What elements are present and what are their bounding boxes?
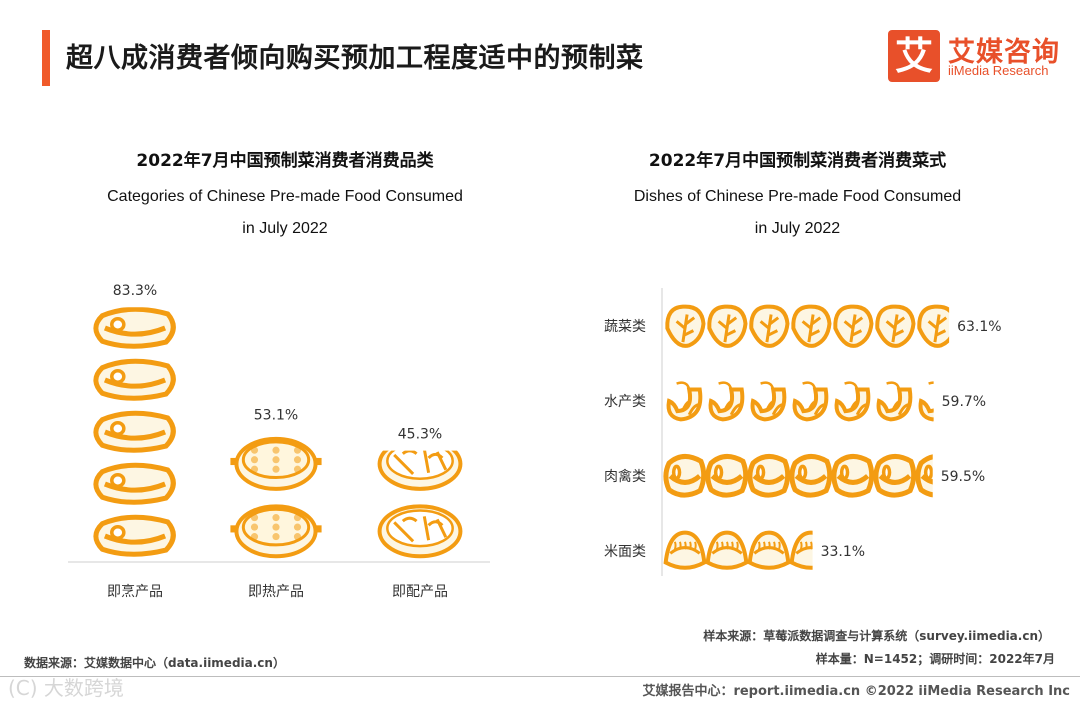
left-bar-0 [93, 307, 176, 557]
logo-text-en: iiMedia Research [948, 63, 1049, 78]
right-category-label-2: 肉禽类 [604, 468, 646, 485]
left-chart-title-en: Categories of Chinese Pre-made Food Cons… [60, 181, 510, 245]
right-bar-0-icon-6 [917, 304, 950, 348]
right-bar-2-icon-0 [663, 453, 707, 498]
left-chart-title-en-line2: in July 2022 [242, 220, 328, 237]
left-bar-1 [230, 436, 322, 559]
left-bar-2-icon-0 [377, 504, 463, 559]
right-category-label-1: 水产类 [604, 394, 646, 410]
right-bar-3-icon-2 [747, 530, 791, 570]
right-chart-title: 2022年7月中国预制菜消费者消费菜式 Dishes of Chinese Pr… [570, 146, 1025, 245]
left-bar-1-icon-0 [230, 504, 322, 559]
right-bar-1 [666, 381, 934, 422]
left-chart-title-en-line1: Categories of Chinese Pre-made Food Cons… [107, 188, 463, 205]
left-value-label-2: 45.3% [398, 427, 442, 443]
left-bar-1-icon-1 [230, 436, 322, 491]
right-bar-0-icon-5 [875, 304, 916, 348]
left-category-label-1: 即热产品 [248, 584, 304, 600]
data-source-note: 数据来源：艾媒数据中心（data.iimedia.cn） [24, 656, 285, 670]
right-bar-0 [665, 304, 950, 348]
title-accent-bar [42, 30, 50, 86]
right-bar-1-icon-4 [834, 381, 871, 422]
left-chart-title: 2022年7月中国预制菜消费者消费品类 Categories of Chines… [60, 146, 510, 245]
left-value-label-1: 53.1% [254, 407, 298, 423]
right-bar-3-icon-1 [705, 530, 749, 570]
right-bar-2-icon-2 [747, 453, 791, 498]
left-bar-0-icon-2 [93, 410, 176, 453]
right-category-label-3: 米面类 [604, 544, 646, 560]
watermark: (C) 大数跨境 [8, 676, 124, 700]
left-category-label-2: 即配产品 [392, 584, 448, 600]
right-bar-2 [663, 453, 933, 498]
right-value-label-3: 33.1% [821, 544, 865, 560]
right-value-label-2: 59.5% [941, 469, 985, 485]
page-title: 超八成消费者倾向购买预加工程度适中的预制菜 [66, 43, 644, 74]
right-bar-0-icon-4 [833, 304, 874, 348]
right-bar-0-icon-3 [791, 304, 832, 348]
right-chart-title-en: Dishes of Chinese Pre-made Food Consumed… [570, 181, 1025, 245]
right-bar-2-icon-6 [915, 454, 933, 498]
footer-report-center: 艾媒报告中心：report.iimedia.cn ©2022 iiMedia R… [642, 684, 1070, 699]
footer-divider [0, 676, 1080, 677]
logo-glyph: 艾 [894, 34, 933, 78]
right-bar-2-icon-3 [789, 453, 833, 498]
right-bar-2-icon-5 [873, 453, 917, 498]
left-bar-0-icon-0 [93, 514, 176, 557]
left-bar-0-icon-3 [93, 358, 176, 401]
left-category-label-0: 即烹产品 [107, 583, 163, 600]
right-bar-1-icon-5 [876, 381, 913, 422]
right-category-label-0: 蔬菜类 [604, 319, 646, 335]
right-bar-1-icon-6 [918, 381, 934, 422]
right-bar-0-icon-0 [665, 304, 706, 348]
logo-text-cn: 艾媒咨询 [948, 37, 1060, 68]
right-bar-0-icon-2 [749, 304, 790, 348]
right-value-label-1: 59.7% [942, 394, 986, 410]
right-chart-title-cn: 2022年7月中国预制菜消费者消费菜式 [648, 151, 947, 171]
right-bar-0-icon-1 [707, 304, 748, 348]
sample-size-note: 样本量：N=1452；调研时间：2022年7月 [815, 652, 1055, 666]
logo-mark [888, 30, 940, 82]
right-bar-1-icon-3 [792, 381, 829, 422]
right-bar-1-icon-0 [666, 381, 703, 422]
left-bar-0-icon-1 [93, 462, 176, 505]
iimedia-logo: 艾 艾媒咨询 iiMedia Research [888, 30, 1063, 84]
right-bar-3-icon-3 [789, 530, 813, 570]
right-bar-2-icon-1 [705, 453, 749, 498]
left-bar-2-icon-1 [377, 450, 463, 491]
right-bar-3 [663, 530, 813, 570]
left-chart-title-cn: 2022年7月中国预制菜消费者消费品类 [136, 151, 434, 171]
left-bar-2-icon-2 [380, 372, 461, 422]
left-value-label-0: 83.3% [113, 283, 157, 299]
right-value-label-0: 63.1% [957, 319, 1001, 335]
left-bar-0-icon-4 [93, 307, 176, 349]
right-chart-title-en-line2: in July 2022 [754, 220, 841, 237]
sample-source-note: 样本来源：草莓派数据调查与计算系统（survey.iimedia.cn） [703, 629, 1050, 643]
right-bar-3-icon-0 [663, 530, 707, 570]
right-bar-2-icon-4 [831, 453, 875, 498]
right-chart-title-en-line1: Dishes of Chinese Pre-made Food Consumed [633, 188, 962, 205]
right-bar-1-icon-2 [750, 381, 787, 422]
left-bar-2 [377, 372, 463, 559]
right-bar-1-icon-1 [708, 381, 745, 422]
